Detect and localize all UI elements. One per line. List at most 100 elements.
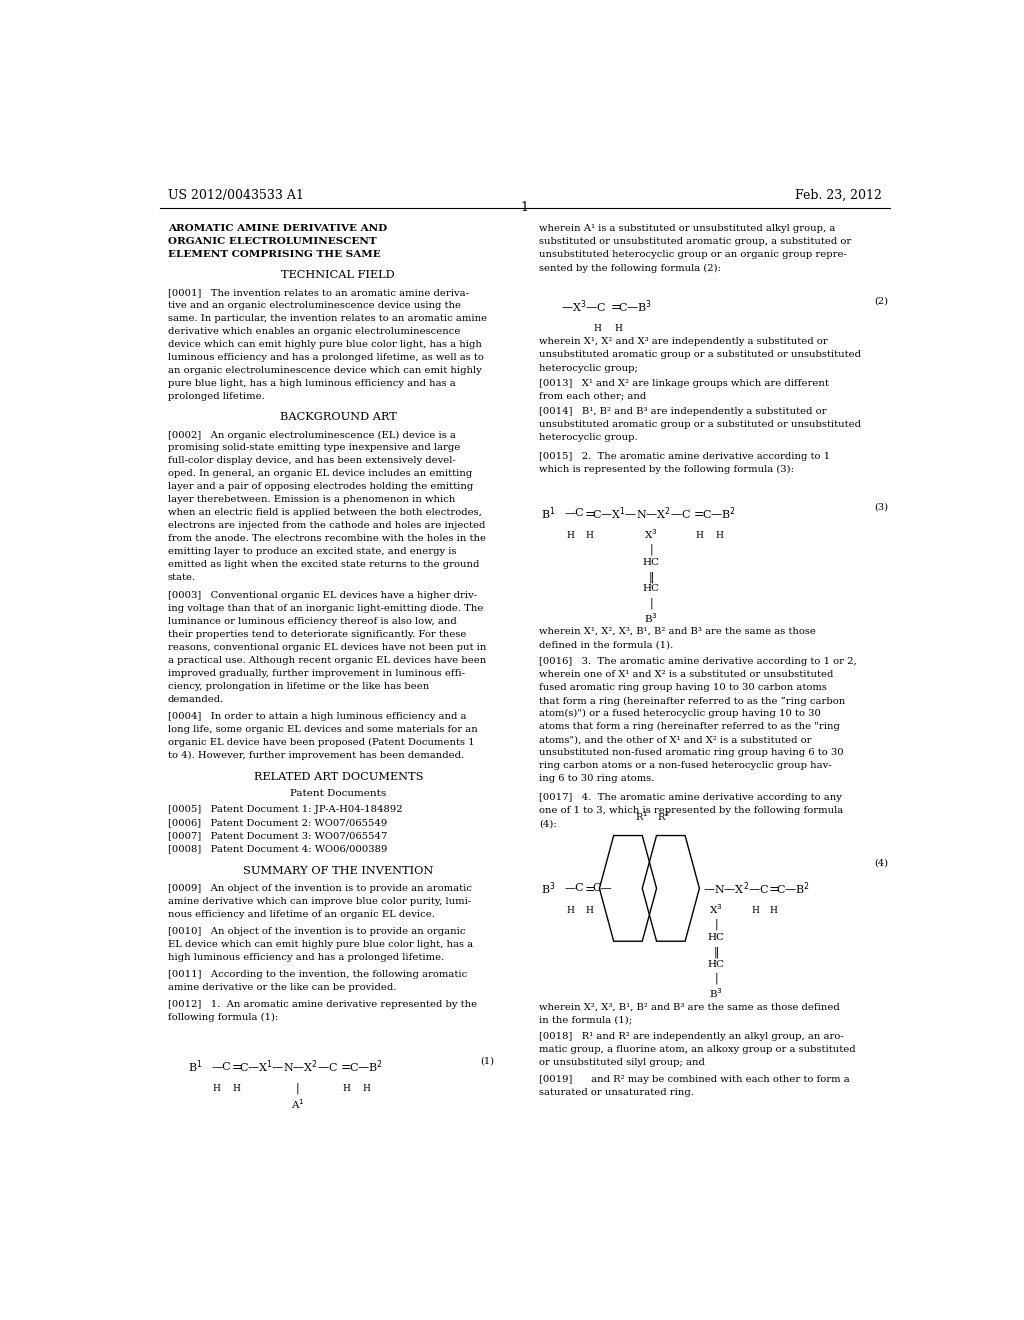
- Text: [0014]   B¹, B² and B³ are independently a substituted or: [0014] B¹, B² and B³ are independently a…: [539, 407, 826, 416]
- Text: [0012]   1.  An aromatic amine derivative represented by the: [0012] 1. An aromatic amine derivative r…: [168, 1001, 477, 1010]
- Text: R$^2$: R$^2$: [657, 809, 670, 824]
- Text: organic EL device have been proposed (Patent Documents 1: organic EL device have been proposed (Pa…: [168, 738, 474, 747]
- Text: sented by the following formula (2):: sented by the following formula (2):: [539, 264, 721, 273]
- Text: (3): (3): [874, 503, 888, 512]
- Text: amine derivative or the like can be provided.: amine derivative or the like can be prov…: [168, 983, 396, 993]
- Text: HC: HC: [642, 585, 659, 594]
- Text: H: H: [213, 1084, 221, 1093]
- Text: C—X$^1$—N—X$^2$—C: C—X$^1$—N—X$^2$—C: [240, 1059, 338, 1076]
- Text: C—B$^2$: C—B$^2$: [701, 506, 736, 521]
- Text: |: |: [296, 1082, 300, 1093]
- Text: when an electric field is applied between the both electrodes,: when an electric field is applied betwee…: [168, 508, 481, 517]
- Text: one of 1 to 3, which is represented by the following formula: one of 1 to 3, which is represented by t…: [539, 807, 844, 816]
- Text: promising solid-state emitting type inexpensive and large: promising solid-state emitting type inex…: [168, 444, 460, 453]
- Text: BACKGROUND ART: BACKGROUND ART: [280, 412, 396, 422]
- Text: —C: —C: [564, 883, 584, 894]
- Text: atom(s)") or a fused heterocyclic group having 10 to 30: atom(s)") or a fused heterocyclic group …: [539, 709, 821, 718]
- Text: [0016]   3.  The aromatic amine derivative according to 1 or 2,: [0016] 3. The aromatic amine derivative …: [539, 657, 857, 667]
- Text: C—B$^3$: C—B$^3$: [618, 298, 652, 315]
- Text: H: H: [614, 325, 623, 333]
- Text: [0005]   Patent Document 1: JP-A-H04-184892: [0005] Patent Document 1: JP-A-H04-18489…: [168, 805, 402, 814]
- Text: EL device which can emit highly pure blue color light, has a: EL device which can emit highly pure blu…: [168, 940, 473, 949]
- Text: improved gradually, further improvement in luminous effi-: improved gradually, further improvement …: [168, 669, 465, 677]
- Text: |: |: [715, 919, 719, 931]
- Text: [0007]   Patent Document 3: WO07/065547: [0007] Patent Document 3: WO07/065547: [168, 832, 387, 841]
- Text: HC: HC: [708, 960, 725, 969]
- Text: [0009]   An object of the invention is to provide an aromatic: [0009] An object of the invention is to …: [168, 884, 472, 892]
- Text: —X$^3$—C: —X$^3$—C: [560, 298, 606, 315]
- Text: |: |: [650, 544, 653, 556]
- Text: unsubstituted aromatic group or a substituted or unsubstituted: unsubstituted aromatic group or a substi…: [539, 420, 861, 429]
- Text: to 4). However, further improvement has been demanded.: to 4). However, further improvement has …: [168, 751, 464, 760]
- Text: ELEMENT COMPRISING THE SAME: ELEMENT COMPRISING THE SAME: [168, 251, 381, 260]
- Text: RELATED ART DOCUMENTS: RELATED ART DOCUMENTS: [254, 772, 423, 781]
- Text: emitted as light when the excited state returns to the ground: emitted as light when the excited state …: [168, 561, 479, 569]
- Text: —C: —C: [211, 1061, 231, 1072]
- Text: that form a ring (hereinafter referred to as the “ring carbon: that form a ring (hereinafter referred t…: [539, 696, 846, 706]
- Text: $=$: $=$: [338, 1060, 352, 1072]
- Text: [0003]   Conventional organic EL devices have a higher driv-: [0003] Conventional organic EL devices h…: [168, 590, 477, 599]
- Text: H: H: [586, 531, 594, 540]
- Text: HC: HC: [642, 558, 659, 568]
- Text: A$^1$: A$^1$: [291, 1097, 305, 1111]
- Text: state.: state.: [168, 573, 196, 582]
- Text: (4):: (4):: [539, 820, 557, 829]
- Text: C—B$^2$: C—B$^2$: [776, 880, 810, 896]
- Text: H: H: [695, 531, 703, 540]
- Text: heterocyclic group.: heterocyclic group.: [539, 433, 638, 442]
- Text: layer and a pair of opposing electrodes holding the emitting: layer and a pair of opposing electrodes …: [168, 482, 473, 491]
- Text: B$^3$: B$^3$: [541, 880, 555, 896]
- Text: nous efficiency and lifetime of an organic EL device.: nous efficiency and lifetime of an organ…: [168, 909, 434, 919]
- Text: H: H: [769, 906, 777, 915]
- Text: [0019]      and R² may be combined with each other to form a: [0019] and R² may be combined with each …: [539, 1076, 850, 1085]
- Text: layer therebetween. Emission is a phenomenon in which: layer therebetween. Emission is a phenom…: [168, 495, 455, 504]
- Text: substituted or unsubstituted aromatic group, a substituted or: substituted or unsubstituted aromatic gr…: [539, 238, 851, 247]
- Text: from each other; and: from each other; and: [539, 392, 646, 400]
- Text: (4): (4): [874, 858, 888, 867]
- Text: emitting layer to produce an excited state, and energy is: emitting layer to produce an excited sta…: [168, 548, 456, 557]
- Text: ing 6 to 30 ring atoms.: ing 6 to 30 ring atoms.: [539, 775, 654, 783]
- Text: [0010]   An object of the invention is to provide an organic: [0010] An object of the invention is to …: [168, 927, 465, 936]
- Text: $=$: $=$: [691, 506, 706, 519]
- Text: $=$: $=$: [228, 1060, 243, 1072]
- Text: B$^3$: B$^3$: [710, 986, 723, 999]
- Text: |: |: [650, 598, 653, 610]
- Text: which is represented by the following formula (3):: which is represented by the following fo…: [539, 465, 794, 474]
- Text: wherein X¹, X² and X³ are independently a substituted or: wherein X¹, X² and X³ are independently …: [539, 338, 827, 346]
- Text: H: H: [594, 325, 602, 333]
- Text: SUMMARY OF THE INVENTION: SUMMARY OF THE INVENTION: [243, 866, 433, 875]
- Text: in the formula (1);: in the formula (1);: [539, 1015, 632, 1024]
- Text: defined in the formula (1).: defined in the formula (1).: [539, 640, 674, 649]
- Text: C—X$^1$—N—X$^2$—C: C—X$^1$—N—X$^2$—C: [592, 506, 691, 521]
- Text: H: H: [716, 531, 723, 540]
- Text: luminous efficiency and has a prolonged lifetime, as well as to: luminous efficiency and has a prolonged …: [168, 352, 483, 362]
- Text: heterocyclic group;: heterocyclic group;: [539, 363, 638, 372]
- Text: $=$: $=$: [582, 506, 596, 519]
- Text: demanded.: demanded.: [168, 694, 224, 704]
- Text: |: |: [715, 973, 719, 985]
- Text: (1): (1): [480, 1056, 495, 1065]
- Text: reasons, conventional organic EL devices have not been put in: reasons, conventional organic EL devices…: [168, 643, 486, 652]
- Text: ring carbon atoms or a non-fused heterocyclic group hav-: ring carbon atoms or a non-fused heteroc…: [539, 762, 831, 771]
- Text: long life, some organic EL devices and some materials for an: long life, some organic EL devices and s…: [168, 725, 477, 734]
- Text: prolonged lifetime.: prolonged lifetime.: [168, 392, 264, 401]
- Text: [0001]   The invention relates to an aromatic amine deriva-: [0001] The invention relates to an aroma…: [168, 288, 469, 297]
- Text: US 2012/0043533 A1: US 2012/0043533 A1: [168, 189, 303, 202]
- Text: H: H: [566, 906, 574, 915]
- Text: [0015]   2.  The aromatic amine derivative according to 1: [0015] 2. The aromatic amine derivative …: [539, 451, 830, 461]
- Text: —N—X$^2$—C: —N—X$^2$—C: [702, 880, 769, 896]
- Text: B$^1$: B$^1$: [187, 1059, 202, 1076]
- Text: H: H: [752, 906, 760, 915]
- Text: ‖: ‖: [714, 946, 720, 958]
- Text: unsubstituted non-fused aromatic ring group having 6 to 30: unsubstituted non-fused aromatic ring gr…: [539, 748, 844, 758]
- Text: C—B$^2$: C—B$^2$: [348, 1059, 383, 1076]
- Text: HC: HC: [708, 933, 725, 942]
- Text: H: H: [342, 1084, 350, 1093]
- Text: ‖: ‖: [649, 572, 654, 582]
- Text: saturated or unsaturated ring.: saturated or unsaturated ring.: [539, 1089, 694, 1097]
- Text: B$^1$: B$^1$: [541, 506, 555, 521]
- Text: [0004]   In order to attain a high luminous efficiency and a: [0004] In order to attain a high luminou…: [168, 711, 466, 721]
- Text: ORGANIC ELECTROLUMINESCENT: ORGANIC ELECTROLUMINESCENT: [168, 238, 376, 247]
- Text: $=$: $=$: [608, 300, 622, 313]
- Text: [0018]   R¹ and R² are independently an alkyl group, an aro-: [0018] R¹ and R² are independently an al…: [539, 1032, 844, 1041]
